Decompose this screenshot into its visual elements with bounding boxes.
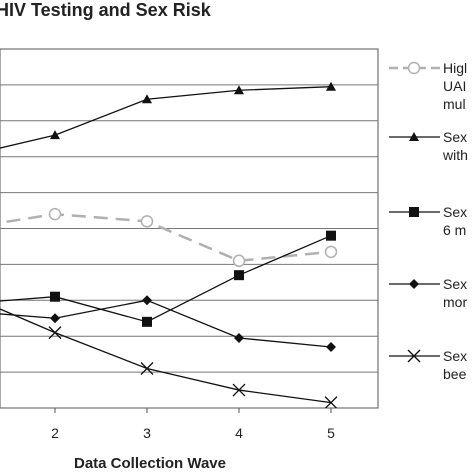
legend-label: mor [443, 294, 467, 310]
data-point [407, 349, 421, 363]
legend-item-high-risk: Higl UAI mul [389, 60, 467, 112]
data-point [409, 132, 419, 141]
data-point [324, 396, 338, 408]
legend-item-triangle: Sex with [389, 129, 468, 163]
data-point [50, 291, 60, 302]
legend: Higl UAI mul Sex with Sex 6 m Sex mor Sex bee [389, 60, 468, 382]
data-point [409, 279, 419, 289]
data-point [142, 94, 152, 104]
series-diamond [0, 295, 336, 352]
data-point [232, 383, 246, 397]
legend-label: Sex [443, 276, 467, 292]
data-point [142, 295, 152, 306]
data-point [50, 130, 60, 140]
x-tick-label: 5 [327, 425, 335, 441]
x-marker-stroke [324, 396, 338, 408]
x-axis-label: Data Collection Wave [74, 455, 226, 472]
data-point [234, 85, 244, 95]
data-point [142, 316, 152, 327]
legend-label: Sex [443, 204, 467, 220]
chart-title: HIV Testing and Sex Risk [0, 0, 211, 20]
legend-label: with [442, 147, 468, 163]
data-point [48, 207, 62, 221]
legend-label: 6 m [443, 222, 466, 238]
legend-item-square: Sex 6 m [389, 204, 467, 238]
x-tick-label: 2 [51, 425, 59, 441]
x-marker-stroke [140, 362, 154, 375]
x-marker-stroke [48, 326, 62, 340]
x-marker-stroke [407, 349, 421, 363]
gridlines [0, 84, 378, 373]
legend-label: mul [443, 96, 466, 112]
series-layer [0, 81, 338, 408]
data-point [326, 81, 336, 91]
data-point [234, 270, 244, 281]
legend-item-diamond: Sex mor [389, 276, 467, 310]
data-point [234, 332, 244, 343]
data-point [48, 326, 62, 340]
legend-item-x-cross: Sex bee [389, 348, 467, 382]
legend-label: bee [443, 366, 467, 382]
data-point [407, 61, 421, 75]
data-point [326, 341, 336, 352]
data-point [140, 215, 154, 228]
legend-label: Higl [443, 60, 467, 76]
legend-label: Sex [443, 348, 467, 364]
data-point [50, 313, 60, 324]
data-point [232, 254, 246, 268]
x-tick-label: 4 [235, 425, 243, 441]
legend-label: UAI [443, 78, 466, 94]
x-axis: 12345 [51, 408, 335, 441]
data-point [409, 207, 419, 217]
series-x-cross [0, 308, 338, 408]
legend-label: Sex [443, 129, 467, 145]
data-point [324, 245, 338, 259]
x-marker-stroke [232, 383, 246, 397]
series-high-risk [0, 207, 338, 268]
data-point [140, 362, 154, 375]
series-square [0, 230, 336, 327]
series-triangle [0, 81, 336, 149]
x-tick-label: 3 [143, 425, 151, 441]
data-point [326, 230, 336, 241]
